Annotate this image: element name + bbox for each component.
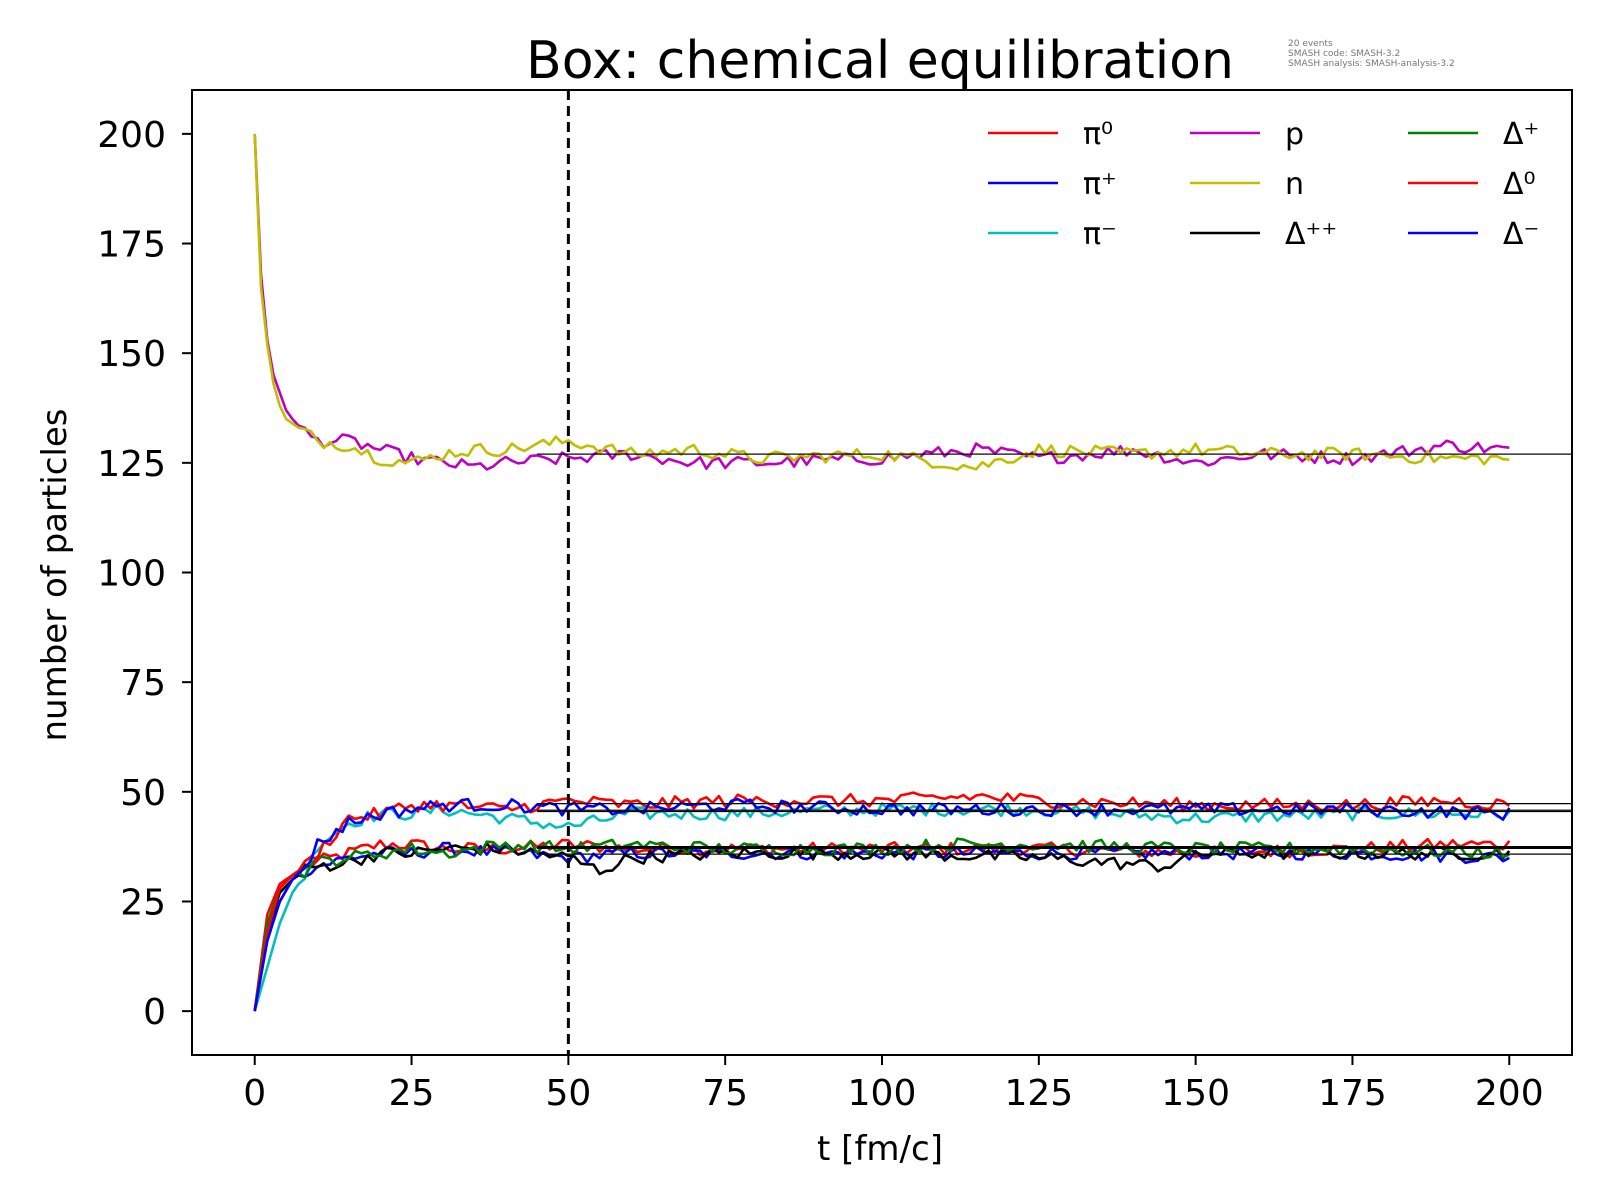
annotation-line: SMASH analysis: SMASH-analysis-3.2 xyxy=(1288,59,1455,69)
y-tick-label: 125 xyxy=(97,444,166,485)
legend-label: Δ⁺ xyxy=(1503,117,1539,152)
chart-title: Box: chemical equilibration xyxy=(526,31,1234,91)
legend-label: π⁰ xyxy=(1083,117,1113,152)
x-tick-label: 175 xyxy=(1318,1073,1387,1114)
x-axis-label: t [fm/c] xyxy=(817,1129,943,1169)
y-tick-label: 0 xyxy=(143,992,166,1033)
legend-label: n xyxy=(1285,167,1304,202)
y-tick-label: 50 xyxy=(120,773,166,814)
legend-label: p xyxy=(1285,117,1304,152)
x-tick-label: 150 xyxy=(1161,1073,1230,1114)
series-line xyxy=(253,133,1510,471)
y-tick-label: 75 xyxy=(120,663,166,704)
y-axis-label: number of particles xyxy=(35,408,75,741)
series-line xyxy=(253,841,1510,1012)
series-line xyxy=(253,801,1511,1012)
legend-label: Δ⁺⁺ xyxy=(1285,217,1337,252)
annotation-line: SMASH code: SMASH-3.2 xyxy=(1288,49,1400,59)
series-line xyxy=(253,791,1511,1012)
legend: π⁰ π⁺ π⁻ pn Δ⁺⁺ Δ⁺ Δ⁰ Δ⁻ xyxy=(988,117,1539,252)
series-line xyxy=(253,837,1511,1012)
plot-area xyxy=(191,89,1573,1056)
x-tick-label: 0 xyxy=(243,1073,266,1114)
legend-label: Δ⁰ xyxy=(1503,167,1536,202)
x-tick-label: 75 xyxy=(702,1073,748,1114)
x-tick-label: 50 xyxy=(545,1073,591,1114)
y-tick-label: 25 xyxy=(120,882,166,923)
legend-label: π⁺ xyxy=(1083,167,1117,202)
series-line xyxy=(253,133,1510,471)
x-tick-label: 25 xyxy=(389,1073,435,1114)
y-tick-label: 200 xyxy=(97,115,166,156)
x-tick-label: 100 xyxy=(848,1073,917,1114)
x-tick-label: 200 xyxy=(1475,1073,1544,1114)
legend-label: π⁻ xyxy=(1083,217,1117,252)
y-tick-label: 100 xyxy=(97,554,166,595)
x-tick-label: 125 xyxy=(1004,1073,1073,1114)
legend-label: Δ⁻ xyxy=(1503,217,1539,252)
series-line xyxy=(253,837,1510,1012)
equilibrium-lines xyxy=(537,453,1572,855)
annotation-line: 20 events xyxy=(1288,39,1333,49)
y-tick-label: 150 xyxy=(97,334,166,375)
series-line xyxy=(253,841,1511,1012)
x-axis: 0 25 50 75 100 125 150 175 200 xyxy=(243,1055,1544,1114)
y-axis: 0 25 50 75 100 125 150 175 200 xyxy=(97,115,192,1033)
series-line xyxy=(253,797,1511,1012)
series-lines xyxy=(253,133,1511,1012)
y-tick-label: 175 xyxy=(97,225,166,266)
